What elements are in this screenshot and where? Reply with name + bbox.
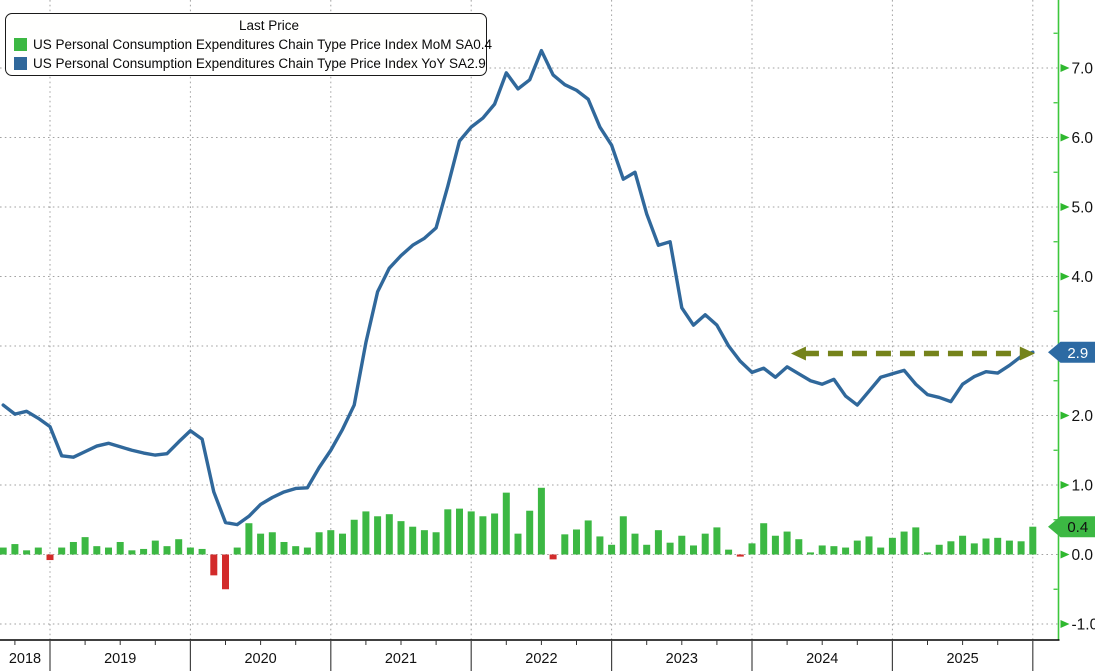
year-label: 2021 [385, 651, 417, 667]
svg-text:6.0: 6.0 [1072, 130, 1094, 147]
svg-text:2.0: 2.0 [1072, 408, 1094, 425]
last-value-tag [1048, 516, 1095, 538]
legend-box: Last Price US Personal Consumption Expen… [5, 13, 492, 76]
year-label: 2023 [666, 651, 698, 667]
year-label: 2019 [104, 651, 136, 667]
year-label: 2018 [9, 651, 41, 667]
last-value-tag [1048, 341, 1095, 363]
yoy-series-value: 2.9 [467, 56, 486, 71]
svg-text:2.9: 2.9 [1067, 345, 1088, 362]
right-value-axis: 7.0 6.0 5.0 4.0 2.0 1.0 0.0 -1.0 [1053, 0, 1095, 640]
svg-text:1.0: 1.0 [1072, 478, 1094, 495]
yoy-series-label: US Personal Consumption Expenditures Cha… [33, 56, 468, 71]
mom-series-swatch [14, 38, 27, 51]
bottom-time-axis: 2018 2019 2020 2021 2022 2023 2024 2025 [0, 639, 1060, 671]
svg-text:7.0: 7.0 [1072, 61, 1094, 78]
year-label: 2022 [525, 651, 557, 667]
legend-title: Last Price [239, 18, 300, 33]
year-label: 2020 [244, 651, 276, 667]
svg-text:-1.0: -1.0 [1072, 617, 1095, 634]
last-value-tags: 2.9 0.4 [1048, 341, 1095, 538]
mom-series-value: 0.4 [473, 37, 493, 52]
svg-text:5.0: 5.0 [1072, 200, 1094, 217]
year-label: 2024 [806, 651, 838, 667]
legend-series-yoy: US Personal Consumption Expenditures Cha… [11, 54, 486, 73]
legend-series-mom: US Personal Consumption Expenditures Cha… [11, 35, 492, 54]
year-label: 2025 [946, 651, 978, 667]
yoy-line [1, 48, 1035, 527]
mom-series-label: US Personal Consumption Expenditures Cha… [33, 37, 474, 52]
yoy-series-swatch [14, 57, 27, 70]
annotation-arrow [790, 346, 1035, 361]
svg-text:0.4: 0.4 [1067, 519, 1088, 536]
svg-text:0.0: 0.0 [1072, 547, 1094, 564]
svg-text:4.0: 4.0 [1072, 269, 1094, 286]
mom-bars [0, 487, 1037, 590]
